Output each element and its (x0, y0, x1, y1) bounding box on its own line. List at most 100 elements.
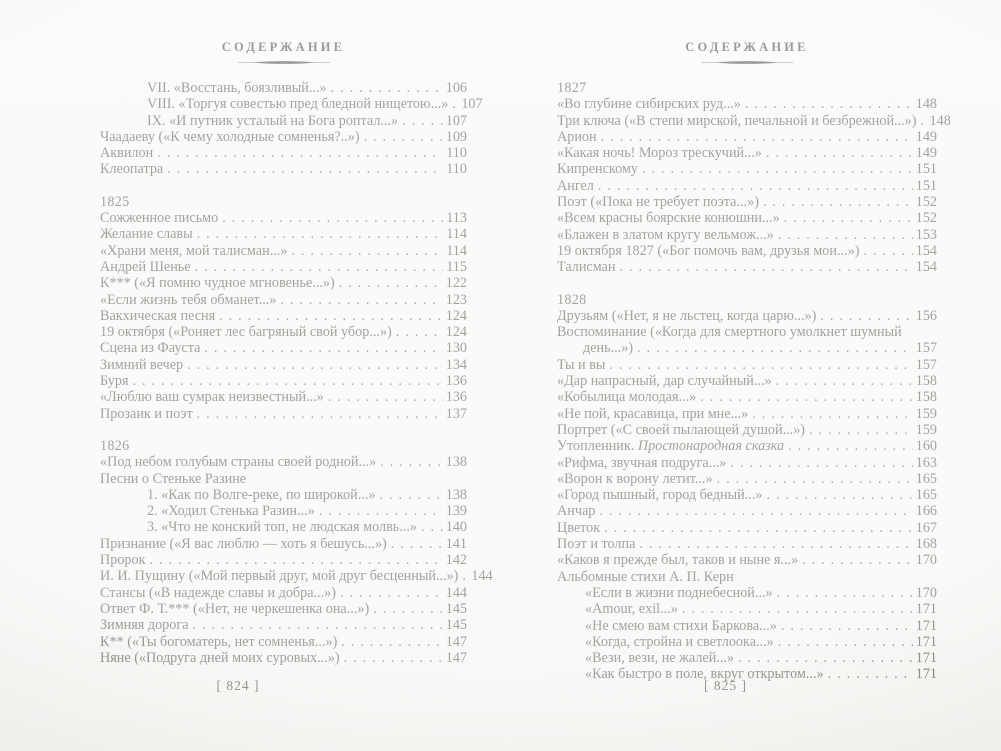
page-number: 148 (929, 112, 951, 129)
dot-leader (601, 129, 913, 145)
book-page-left: СОДЕРЖАНИЕ VII. «Восстань, боязливый...»… (0, 0, 500, 751)
dot-leader (197, 226, 444, 242)
entry-title: Ангел (557, 177, 594, 194)
page-number: 152 (915, 194, 937, 211)
toc-entry: 19 октября 1827 («Бог помочь вам, друзья… (557, 243, 937, 259)
page-number: 151 (915, 177, 937, 194)
entry-title: Чаадаеву («К чему холодные сомненья?..») (100, 128, 360, 145)
toc-entry: «Не пой, красавица, при мне...» 159 (557, 406, 937, 422)
toc-entry: Сожженное письмо 113 (100, 210, 467, 226)
dot-leader (766, 145, 913, 161)
entry-title: 1. «Как по Волге-реке, по широкой...» (147, 486, 376, 503)
dot-leader (717, 471, 913, 487)
dot-leader (730, 455, 912, 471)
book-page-right: СОДЕРЖАНИЕ 1827 «Во глубине сибирских руд… (500, 0, 1001, 751)
toc-entry: VIII. «Торгуя совестью пред бледной нище… (100, 96, 483, 112)
entry-title: Прозаик и поэт (100, 405, 193, 422)
dot-leader (788, 438, 913, 454)
entry-title: «Всем красны боярские конюшни...» (557, 210, 780, 227)
entry-title: день...») (583, 340, 634, 357)
page-number: 151 (915, 161, 937, 178)
toc-entry: «Ворон к ворону летит...» 165 (557, 471, 937, 487)
page-number: 110 (446, 161, 467, 178)
dot-leader (863, 243, 912, 259)
page-number: 158 (915, 389, 937, 406)
entry-title: «Люблю ваш сумрак неизвестный...» (100, 389, 324, 406)
toc-entry: Желание славы 114 (100, 226, 467, 242)
page-number: 109 (445, 128, 467, 145)
page-number: 165 (915, 470, 937, 487)
dot-leader (373, 601, 443, 617)
entry-title: IX. «И путник усталый на Бога роптал...» (147, 112, 399, 129)
toc-entry: Зимняя дорога 145 (100, 617, 467, 633)
page-number: 122 (445, 275, 467, 292)
toc-entry: 1. «Как по Волге-реке, по широкой...» 138 (100, 487, 467, 503)
toc-entry: Портрет («С своей пылающей душой...») 159 (557, 422, 937, 438)
entry-title: Клеопатра (100, 161, 164, 178)
toc-entry: Песни о Стеньке Разине (100, 471, 467, 487)
entry-title: Няне («Подруга дней моих суровых...») (100, 649, 340, 666)
dot-leader (421, 519, 443, 535)
folio-page-number: [ 824 ] (216, 678, 260, 693)
page-number: 142 (445, 552, 467, 569)
entry-title: VII. «Восстань, боязливый...» (147, 80, 327, 96)
toc-entry: «Когда, стройна и светлоока...» 171 (557, 634, 937, 650)
toc-entry: Зимний вечер 134 (100, 357, 467, 373)
page-number: 165 (915, 487, 937, 504)
entry-title: «Amour, exil...» (585, 601, 678, 618)
page-number: 171 (915, 666, 937, 683)
toc-entry: Признание («Я вас люблю — хоть я бешусь.… (100, 536, 467, 552)
entry-title: 19 октября («Роняет лес багряный свой уб… (100, 324, 392, 341)
toc-entry: Альбомные стихи А. П. Керн (557, 569, 937, 585)
toc-entry-continuation: день...») 157 (557, 340, 937, 356)
dot-leader (402, 113, 443, 129)
page-number: 144 (471, 568, 493, 585)
page-number: 113 (446, 210, 467, 227)
page-number: 166 (915, 503, 937, 520)
page-title: СОДЕРЖАНИЕ (685, 40, 809, 54)
page-title: СОДЕРЖАНИЕ (221, 40, 346, 54)
entry-title: «Какая ночь! Мороз трескучий...» (557, 145, 762, 162)
toc-entry: IX. «И путник усталый на Бога роптал...»… (100, 113, 467, 129)
entry-title: «Рифма, звучная подруга...» (557, 454, 727, 471)
toc-entry: «Город пышный, город бедный...» 165 (557, 487, 937, 503)
page-number: 124 (445, 307, 467, 324)
page-number: 130 (445, 340, 467, 357)
entry-title: И. И. Пущину («Мой первый друг, мой друг… (100, 568, 459, 585)
entry-title: «Если в жизни поднебесной...» (585, 584, 773, 601)
toc-entry: Воспоминание («Когда для смертного умолк… (557, 324, 937, 340)
entry-title: Зимний вечер (100, 356, 184, 373)
toc-entry: К*** («Я помню чудное мгновенье...») 122 (100, 275, 467, 291)
toc-entry: «Во глубине сибирских руд...» 148 (557, 96, 937, 112)
entry-title: «Блажен в златом кругу вельмож...» (557, 226, 774, 243)
dot-leader (344, 650, 443, 666)
page-number: 160 (915, 438, 937, 455)
entry-title: 19 октября 1827 («Бог помочь вам, друзья… (557, 242, 860, 259)
toc-entry: Три ключа («В степи мирской, печальной и… (557, 113, 951, 129)
dot-leader (921, 113, 927, 129)
dot-leader (364, 129, 443, 145)
toc-entry: «Под небом голубым страны своей родной..… (100, 454, 467, 470)
entry-title: 3. «Что не конский топ, не людская молвь… (147, 519, 417, 536)
dot-leader (222, 210, 443, 226)
toc-entry: Талисман 154 (557, 259, 937, 275)
toc-entry: Ответ Ф. Т.*** («Нет, не черкешенка она.… (100, 601, 467, 617)
dot-leader (391, 536, 443, 552)
toc-entry: Арион 149 (557, 129, 937, 145)
toc-entry: Чаадаеву («К чему холодные сомненья?..»)… (100, 129, 467, 145)
entry-title: 2. «Ходил Стенька Разин...» (147, 503, 315, 520)
toc-entry: 2. «Ходил Стенька Разин...» 139 (100, 503, 467, 519)
year-heading: 1825 (100, 193, 130, 210)
page-number: 159 (915, 421, 937, 438)
dot-leader (778, 227, 913, 243)
page-number: 138 (445, 486, 467, 503)
entry-title: Ответ Ф. Т.*** («Нет, не черкешенка она.… (100, 600, 370, 617)
entry-title: «Ворон к ворону летит...» (557, 470, 713, 487)
toc-entry: Анчар 166 (557, 503, 937, 519)
entry-title: «Не пой, красавица, при мне...» (557, 405, 749, 422)
entry-title: «Если жизнь тебя обманет...» (100, 291, 277, 308)
entry-title: Песни о Стеньке Разине (100, 470, 247, 487)
dot-leader (157, 145, 443, 161)
toc-entry: Ангел 151 (557, 178, 937, 194)
page-number: 171 (915, 633, 937, 650)
